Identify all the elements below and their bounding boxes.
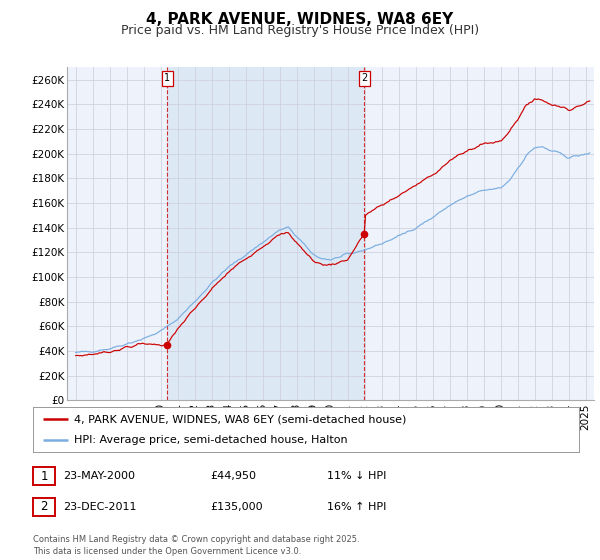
Text: 11% ↓ HPI: 11% ↓ HPI xyxy=(327,471,386,481)
Text: £135,000: £135,000 xyxy=(210,502,263,512)
Text: 16% ↑ HPI: 16% ↑ HPI xyxy=(327,502,386,512)
Text: 1: 1 xyxy=(164,73,170,83)
Text: HPI: Average price, semi-detached house, Halton: HPI: Average price, semi-detached house,… xyxy=(74,435,347,445)
Text: 4, PARK AVENUE, WIDNES, WA8 6EY (semi-detached house): 4, PARK AVENUE, WIDNES, WA8 6EY (semi-de… xyxy=(74,414,406,424)
Text: 2: 2 xyxy=(40,500,48,514)
Text: £44,950: £44,950 xyxy=(210,471,256,481)
Text: Price paid vs. HM Land Registry's House Price Index (HPI): Price paid vs. HM Land Registry's House … xyxy=(121,24,479,37)
Text: Contains HM Land Registry data © Crown copyright and database right 2025.
This d: Contains HM Land Registry data © Crown c… xyxy=(33,535,359,556)
Text: 23-MAY-2000: 23-MAY-2000 xyxy=(63,471,135,481)
Text: 1: 1 xyxy=(40,469,48,483)
Bar xyxy=(167,67,364,400)
Text: 23-DEC-2011: 23-DEC-2011 xyxy=(63,502,137,512)
Text: 4, PARK AVENUE, WIDNES, WA8 6EY: 4, PARK AVENUE, WIDNES, WA8 6EY xyxy=(146,12,454,27)
Text: 2: 2 xyxy=(361,73,367,83)
